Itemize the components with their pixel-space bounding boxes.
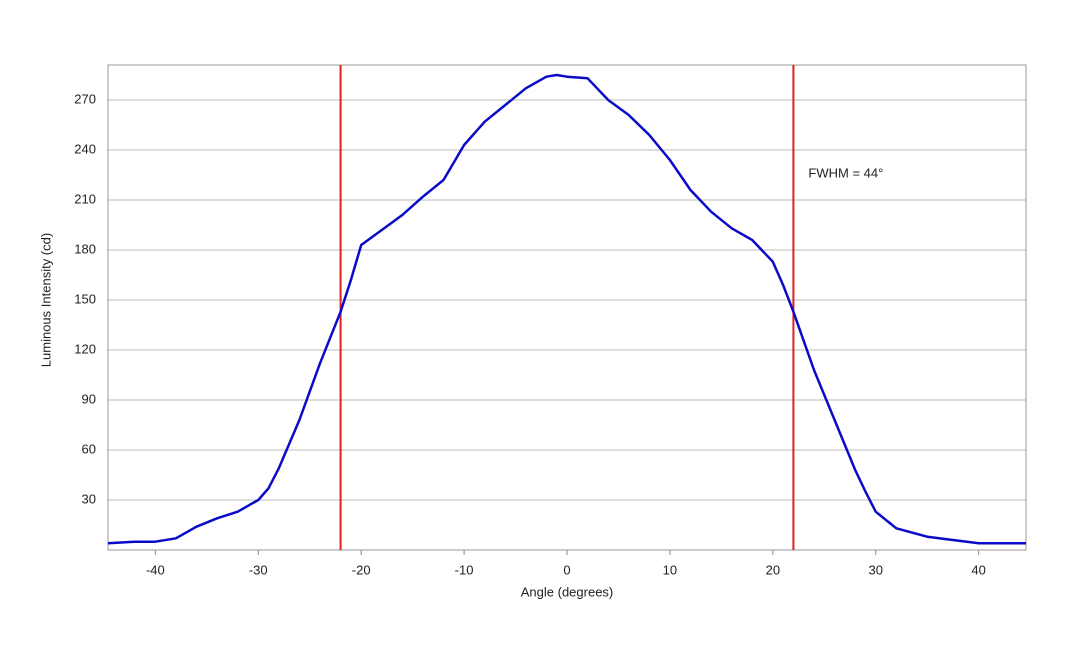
y-tick-label: 210 bbox=[74, 191, 96, 206]
x-tick-label: 10 bbox=[663, 562, 677, 577]
y-tick-label: 60 bbox=[82, 441, 96, 456]
x-tick-label: -40 bbox=[146, 562, 165, 577]
y-tick-label: 270 bbox=[74, 91, 96, 106]
data-line bbox=[107, 73, 1026, 545]
y-tick-label: 240 bbox=[74, 141, 96, 156]
y-tick-label: 180 bbox=[74, 241, 96, 256]
x-tick-label: -30 bbox=[249, 562, 268, 577]
x-tick-label: 30 bbox=[869, 562, 883, 577]
x-axis-label: Angle (degrees) bbox=[521, 584, 614, 599]
y-tick-label: 150 bbox=[74, 291, 96, 306]
x-tick-label: 40 bbox=[971, 562, 985, 577]
x-tick-label: 0 bbox=[563, 562, 570, 577]
x-tick-label: -10 bbox=[455, 562, 474, 577]
y-axis-label: Luminous Intensity (cd) bbox=[38, 233, 53, 367]
y-tick-label: 120 bbox=[74, 341, 96, 356]
plot-border bbox=[107, 64, 1027, 551]
y-tick-label: 90 bbox=[82, 391, 96, 406]
y-tick-label: 30 bbox=[82, 491, 96, 506]
x-tick-label: 20 bbox=[766, 562, 780, 577]
x-tick-label: -20 bbox=[352, 562, 371, 577]
annotation: FWHM = 44° bbox=[808, 165, 883, 180]
